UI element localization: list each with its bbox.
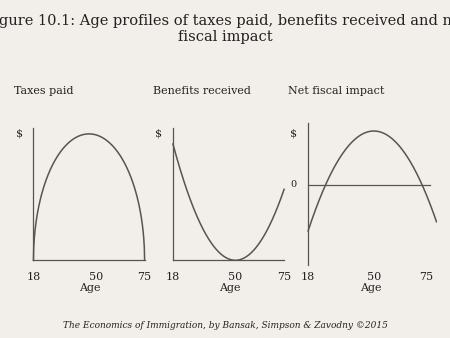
Text: $: $ — [155, 128, 162, 139]
Text: $: $ — [16, 128, 23, 139]
Text: Benefits received: Benefits received — [153, 86, 251, 96]
Text: $: $ — [290, 128, 297, 139]
X-axis label: Age: Age — [360, 283, 382, 293]
Text: Taxes paid: Taxes paid — [14, 86, 73, 96]
X-axis label: Age: Age — [219, 283, 240, 293]
Text: The Economics of Immigration, by Bansak, Simpson & Zavodny ©2015: The Economics of Immigration, by Bansak,… — [63, 320, 387, 330]
Text: 0: 0 — [290, 180, 297, 189]
Text: Net fiscal impact: Net fiscal impact — [288, 86, 384, 96]
Text: Figure 10.1: Age profiles of taxes paid, benefits received and net
fiscal impact: Figure 10.1: Age profiles of taxes paid,… — [0, 14, 450, 44]
X-axis label: Age: Age — [79, 283, 101, 293]
